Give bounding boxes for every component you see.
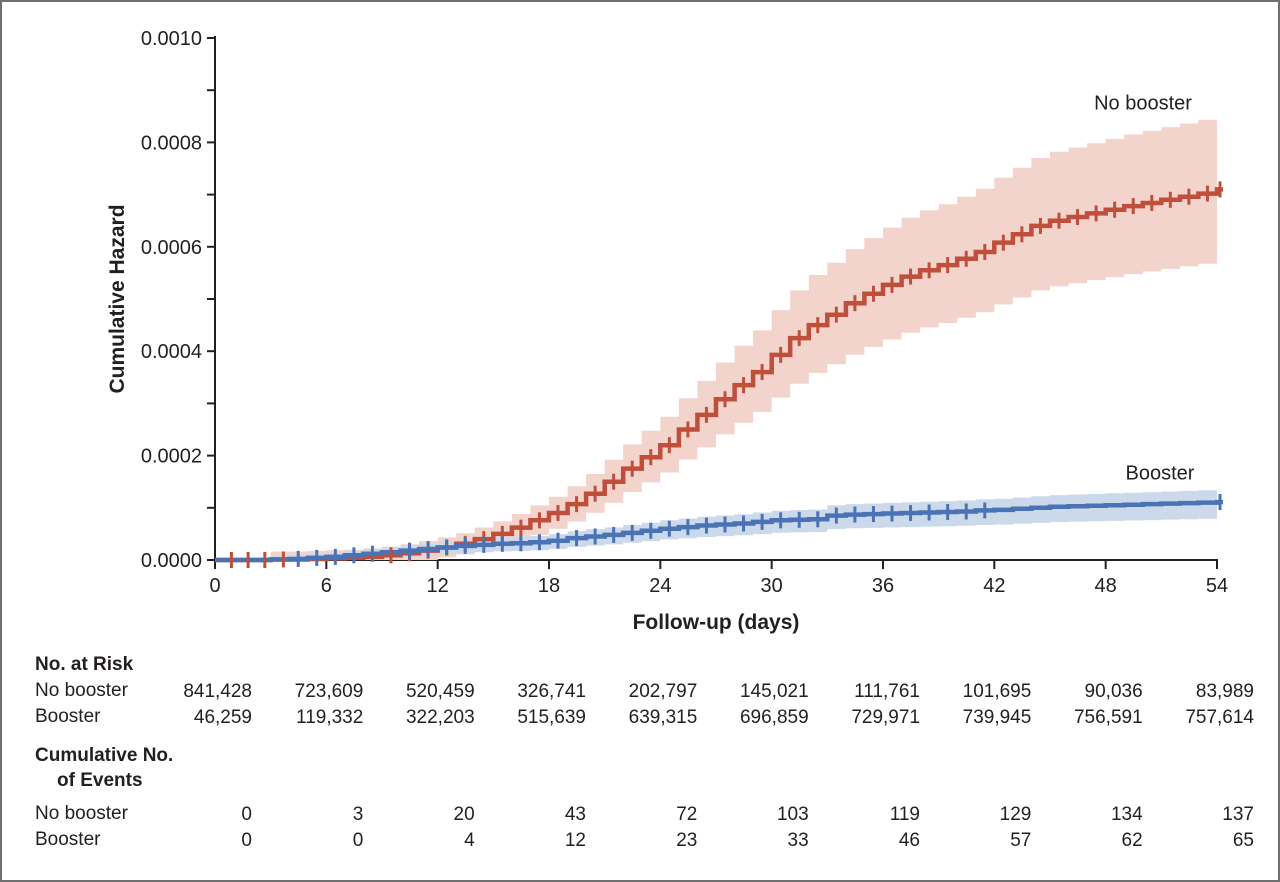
table-cell: 83,989 xyxy=(1195,681,1254,702)
table-cell: 723,609 xyxy=(294,681,364,702)
x-tick-label: 12 xyxy=(427,575,449,597)
table-cell: 0 xyxy=(241,804,252,825)
booster-curve-label: Booster xyxy=(1125,462,1195,485)
table-cell: 119 xyxy=(889,804,920,825)
table-cell: 696,859 xyxy=(739,707,809,728)
table-cell: 12 xyxy=(564,830,586,851)
table-cell: 103 xyxy=(776,804,809,825)
y-tick-label: 0.0004 xyxy=(141,341,202,363)
table-cell: 62 xyxy=(1121,830,1143,851)
no-booster-curve xyxy=(215,187,1223,563)
no-booster-curve-label: No booster xyxy=(1094,92,1192,115)
table-cell: 202,797 xyxy=(628,681,698,702)
x-tick-label: 36 xyxy=(872,575,894,597)
table-cell: 729,971 xyxy=(851,707,920,728)
table-cell: 0 xyxy=(241,830,252,851)
events-row-label-booster: Booster xyxy=(35,829,101,850)
table-cell: 326,741 xyxy=(517,681,586,702)
table-cell: 129 xyxy=(999,804,1032,825)
y-tick-label: 0.0008 xyxy=(141,132,202,154)
no-booster-confidence-band xyxy=(215,114,1217,561)
y-axis-title: Cumulative Hazard xyxy=(106,204,129,394)
table-cell: 111,761 xyxy=(854,681,920,702)
x-tick-label: 24 xyxy=(649,575,671,597)
table-cell: 757,614 xyxy=(1185,707,1254,728)
y-tick-label: 0.0010 xyxy=(141,28,202,50)
x-tick-label: 0 xyxy=(209,575,220,597)
table-cell: 756,591 xyxy=(1073,707,1143,728)
y-tick-label: 0.0000 xyxy=(141,550,202,572)
table-cell: 322,203 xyxy=(405,707,475,728)
table-cell: 33 xyxy=(787,830,809,851)
risk-row-label-no-booster: No booster xyxy=(35,680,128,701)
cumulative-events-header-line1: Cumulative No. xyxy=(35,745,174,766)
table-cell: 90,036 xyxy=(1084,681,1143,702)
table-cell: 134 xyxy=(1110,804,1143,825)
risk-row-label-booster: Booster xyxy=(35,706,101,727)
events-row-label-no-booster: No booster xyxy=(35,803,128,824)
table-cell: 0 xyxy=(352,830,364,851)
table-cell: 46 xyxy=(898,830,920,851)
table-cell: 841,428 xyxy=(183,681,252,702)
table-cell: 119,332 xyxy=(296,707,364,728)
table-cell: 23 xyxy=(676,830,698,851)
cumulative-events-header-line2: of Events xyxy=(57,770,143,791)
table-cell: 65 xyxy=(1232,830,1254,851)
x-tick-label: 30 xyxy=(761,575,783,597)
x-tick-label: 18 xyxy=(538,575,560,597)
table-cell: 43 xyxy=(564,804,586,825)
table-cell: 3 xyxy=(352,804,364,825)
table-cell: 4 xyxy=(464,830,475,851)
table-cell: 137 xyxy=(1222,804,1254,825)
y-tick-label: 0.0002 xyxy=(141,446,202,468)
table-cell: 72 xyxy=(676,804,698,825)
table-cell: 520,459 xyxy=(405,681,475,702)
x-axis-title: Follow-up (days) xyxy=(632,611,800,634)
table-cell: 145,021 xyxy=(739,681,809,702)
table-cell: 20 xyxy=(453,804,475,825)
table-cell: 639,315 xyxy=(628,707,698,728)
table-cell: 46,259 xyxy=(193,707,252,728)
no-at-risk-header: No. at Risk xyxy=(35,654,134,675)
x-tick-label: 48 xyxy=(1095,575,1117,597)
x-tick-label: 6 xyxy=(321,575,332,597)
x-tick-label: 42 xyxy=(983,575,1005,597)
table-cell: 101,695 xyxy=(962,681,1032,702)
table-cell: 57 xyxy=(1010,830,1032,851)
table-cell: 515,639 xyxy=(517,707,586,728)
booster-curve xyxy=(215,499,1223,563)
x-tick-label: 54 xyxy=(1206,575,1228,597)
y-tick-label: 0.0006 xyxy=(141,237,202,259)
table-cell: 739,945 xyxy=(962,707,1032,728)
